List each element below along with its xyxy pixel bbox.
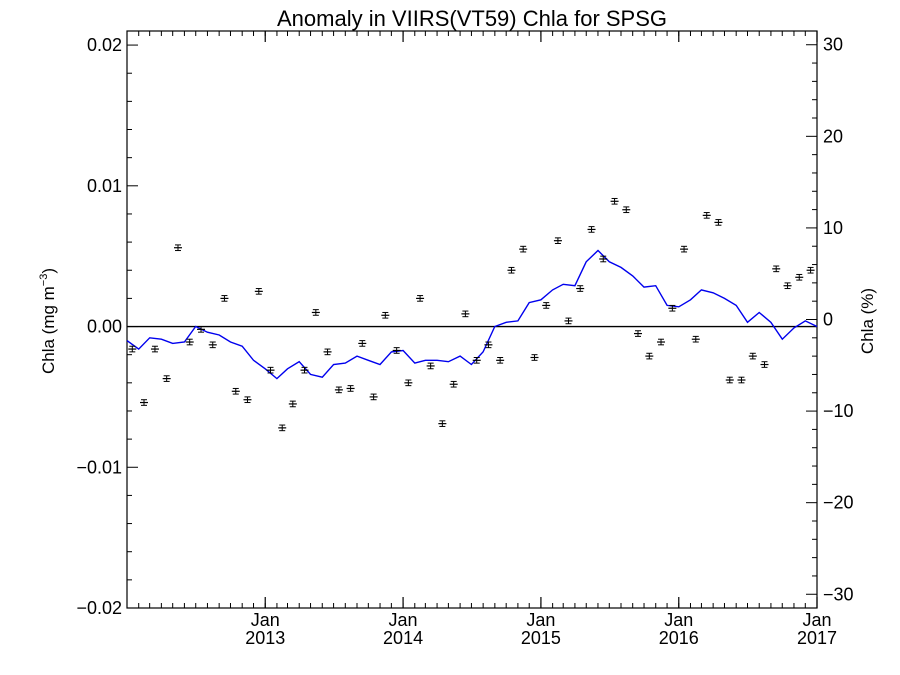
- data-point: [381, 311, 390, 319]
- y-tick-label: 0.00: [87, 317, 122, 337]
- data-point: [576, 285, 585, 292]
- y-axis-left: 0.02 0.01 0.00 −0.01 −0.02: [76, 35, 138, 618]
- x-tick-month-label: Jan: [802, 610, 831, 630]
- data-point: [208, 341, 217, 349]
- data-point: [760, 361, 769, 368]
- series-line: [126, 249, 818, 380]
- data-point: [438, 420, 447, 427]
- y-axis-title-left-close: ): [39, 268, 58, 274]
- y2-tick-label: 0: [823, 310, 833, 330]
- y2-tick-label: −20: [823, 493, 854, 513]
- data-point: [392, 347, 401, 354]
- data-point: [599, 255, 608, 263]
- x-tick-year-label: 2017: [797, 628, 837, 648]
- data-point: [162, 375, 171, 382]
- chart-title: Anomaly in VIIRS(VT59) Chla for SPSG: [277, 6, 667, 31]
- data-point: [426, 362, 435, 370]
- y-tick-label: −0.02: [76, 598, 122, 618]
- data-point: [553, 237, 562, 245]
- y-tick-label: 0.01: [87, 176, 122, 196]
- y-axis-right: 30 20 10 0 −10 −20 −30: [806, 35, 854, 604]
- data-point: [484, 341, 493, 349]
- data-point: [496, 356, 505, 364]
- data-point: [243, 396, 252, 404]
- x-tick-month-label: Jan: [251, 610, 280, 630]
- data-point: [128, 345, 137, 353]
- data-point: [404, 379, 413, 387]
- data-point: [220, 295, 229, 302]
- data-point: [680, 245, 689, 253]
- data-point: [278, 424, 287, 432]
- data-point: [702, 212, 711, 219]
- y2-tick-label: −10: [823, 401, 854, 421]
- data-point: [173, 244, 182, 252]
- data-point: [610, 197, 619, 205]
- y2-tick-label: −30: [823, 584, 854, 604]
- data-point: [449, 380, 458, 388]
- data-point: [507, 266, 516, 274]
- data-point: [795, 273, 804, 281]
- y-axis-title-left: Chla (mg m−3): [38, 268, 58, 374]
- data-point: [334, 386, 343, 394]
- data-point: [288, 400, 297, 408]
- y-tick-label: 0.02: [87, 35, 122, 55]
- data-point: [254, 288, 263, 295]
- data-point: [725, 376, 734, 384]
- data-point: [587, 226, 596, 233]
- data-point: [633, 330, 642, 337]
- data-point: [772, 265, 781, 273]
- x-tick-month-label: Jan: [389, 610, 418, 630]
- data-point: [461, 310, 470, 318]
- data-point: [691, 335, 700, 343]
- data-point: [266, 366, 275, 374]
- y-axis-title-right: Chla (%): [858, 288, 877, 354]
- data-point: [139, 399, 148, 406]
- data-point: [668, 304, 677, 312]
- data-point: [737, 376, 746, 384]
- y-axis-title-left-superscript: −3: [38, 274, 50, 287]
- data-point: [519, 245, 528, 253]
- y2-tick-label: 10: [823, 218, 843, 238]
- data-point: [748, 352, 757, 360]
- series-points: [128, 197, 815, 432]
- data-point: [185, 338, 194, 346]
- x-tick-year-label: 2016: [659, 628, 699, 648]
- data-point: [530, 354, 539, 361]
- data-point: [323, 348, 332, 356]
- data-point: [714, 219, 723, 226]
- y2-tick-label: 20: [823, 126, 843, 146]
- plot-border: [126, 30, 818, 609]
- data-point: [416, 295, 425, 302]
- anomaly-line: [126, 249, 818, 380]
- data-point: [564, 317, 573, 325]
- x-tick-year-label: 2013: [245, 628, 285, 648]
- data-point: [806, 266, 815, 274]
- data-point: [311, 309, 320, 316]
- data-point: [783, 282, 792, 290]
- data-point: [231, 387, 240, 395]
- x-tick-month-label: Jan: [664, 610, 693, 630]
- data-point: [657, 338, 666, 346]
- data-point: [369, 393, 378, 401]
- data-point: [645, 352, 654, 360]
- data-point: [472, 356, 481, 364]
- data-point: [358, 340, 367, 347]
- data-point: [300, 366, 309, 374]
- data-point: [346, 385, 355, 392]
- data-point: [542, 302, 551, 309]
- y-axis-title-left-text: Chla (mg m: [39, 286, 58, 374]
- data-point: [150, 345, 159, 353]
- y2-tick-label: 30: [823, 35, 843, 55]
- x-tick-month-label: Jan: [526, 610, 555, 630]
- x-tick-year-label: 2015: [521, 628, 561, 648]
- data-point: [622, 206, 631, 214]
- plot-frame: [126, 30, 818, 609]
- x-tick-year-label: 2014: [383, 628, 423, 648]
- y-tick-label: −0.01: [76, 457, 122, 477]
- data-point: [197, 326, 206, 333]
